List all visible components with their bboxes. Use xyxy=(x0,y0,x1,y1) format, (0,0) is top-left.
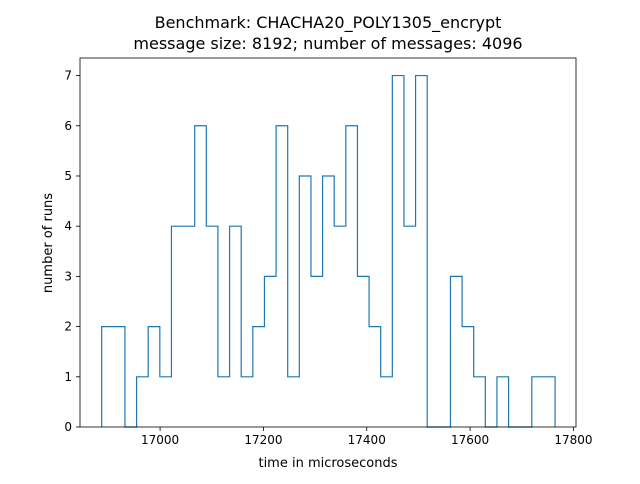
x-tick-label: 17400 xyxy=(348,433,386,447)
y-tick-label: 7 xyxy=(64,69,72,83)
y-tick-label: 1 xyxy=(64,370,72,384)
y-tick-label: 6 xyxy=(64,119,72,133)
histogram-step-line xyxy=(101,74,556,428)
y-tick-label: 4 xyxy=(64,219,72,233)
y-axis-label: number of runs xyxy=(41,193,56,293)
x-tick-label: 17600 xyxy=(451,433,489,447)
y-tick-label: 3 xyxy=(64,269,72,283)
x-axis-label: time in microseconds xyxy=(258,456,397,471)
y-tick-label: 2 xyxy=(64,320,72,334)
x-tick-label: 17200 xyxy=(244,433,282,447)
plot-area: 17000 17200 17400 17600 17800 0 1 2 3 4 5 6 7 xyxy=(64,57,593,447)
chart-title-line2: message size: 8192; number of messages: … xyxy=(133,34,522,53)
axes-frame xyxy=(79,57,577,428)
y-tick-label: 0 xyxy=(64,420,72,434)
chart-title-line1: Benchmark: CHACHA20_POLY1305_encrypt xyxy=(155,13,502,33)
x-tick-label: 17000 xyxy=(141,433,179,447)
y-tick-label: 5 xyxy=(64,169,72,183)
x-tick-label: 17800 xyxy=(554,433,592,447)
